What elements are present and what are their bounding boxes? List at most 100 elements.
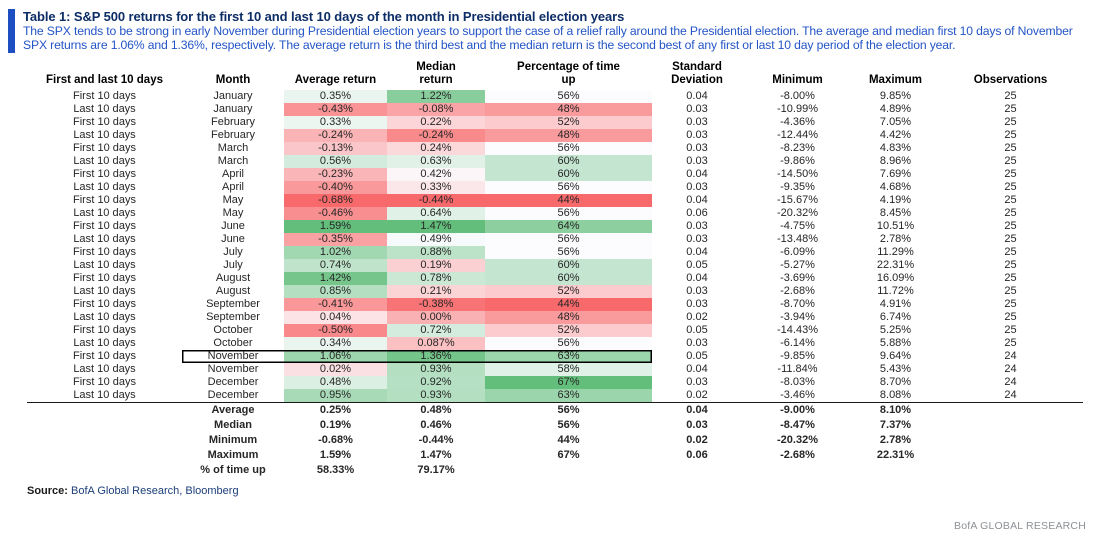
cell-observations: 25 xyxy=(1004,297,1017,310)
cell-maximum: 9.85% xyxy=(879,89,912,102)
cell-period xyxy=(27,433,182,448)
cell-minimum: -8.03% xyxy=(780,375,815,388)
cell-month: November xyxy=(182,350,284,363)
cell-month: April xyxy=(221,180,244,193)
cell-avg-return: -0.46% xyxy=(284,206,387,220)
cell-std-dev: 0.06 xyxy=(686,206,708,219)
table-row: Last 10 days December 0.95% 0.93% 63% 0.02 -3.… xyxy=(27,388,1083,402)
cell-avg-return: -0.13% xyxy=(284,141,387,155)
cell-median-return: 0.93% xyxy=(387,362,485,376)
cell-minimum: -14.43% xyxy=(777,323,818,336)
table-row: Last 10 days August 0.85% 0.21% 52% 0.03 -2.68… xyxy=(27,284,1083,298)
cell-period: Last 10 days xyxy=(73,102,136,115)
cell-std-dev: 0.03 xyxy=(686,375,708,388)
cell-pct-time-up: 56% xyxy=(485,245,652,259)
table-title: Table 1: S&P 500 returns for the first 1… xyxy=(23,9,625,24)
cell-pct-time-up: 64% xyxy=(485,219,652,233)
cell-minimum: -10.99% xyxy=(777,102,818,115)
cell-observations xyxy=(938,401,1083,418)
cell-period: First 10 days xyxy=(73,219,136,232)
cell-minimum: -3.69% xyxy=(780,271,815,284)
cell-median-return: -0.38% xyxy=(387,297,485,311)
cell-maximum: 4.68% xyxy=(879,180,912,193)
cell-observations: 24 xyxy=(1004,388,1017,401)
cell-median-return: 0.88% xyxy=(387,245,485,259)
cell-pct-time-up: 56% xyxy=(485,206,652,220)
cell-observations: 25 xyxy=(1004,284,1017,297)
cell-std-dev: 0.03 xyxy=(686,297,708,310)
cell-maximum: 22.31% xyxy=(876,258,915,271)
cell-pct-time-up: 56% xyxy=(485,89,652,103)
cell-maximum: 16.09% xyxy=(876,271,915,284)
cell-observations xyxy=(938,463,1083,478)
cell-maximum: 10.51% xyxy=(876,219,915,232)
cell-pct-time-up: 48% xyxy=(485,128,652,142)
cell-std-dev: 0.04 xyxy=(652,401,742,418)
cell-period xyxy=(27,448,182,463)
table-row: First 10 days January 0.35% 1.22% 56% 0.04 -8.… xyxy=(27,89,1083,103)
cell-maximum: 7.69% xyxy=(879,167,912,180)
cell-pct-time-up: 60% xyxy=(485,258,652,272)
cell-period: Last 10 days xyxy=(73,180,136,193)
cell-minimum: -15.67% xyxy=(777,193,818,206)
summary-row: % of time up 58.33% 79.17% xyxy=(27,463,1083,478)
cell-minimum: -9.35% xyxy=(780,180,815,193)
cell-median-return: 0.22% xyxy=(387,115,485,129)
cell-std-dev: 0.03 xyxy=(686,102,708,115)
cell-month: February xyxy=(210,115,256,128)
cell-observations: 25 xyxy=(1004,258,1017,271)
column-header-pct-time-up: Percentage of time up xyxy=(517,60,620,86)
cell-avg-return: -0.41% xyxy=(284,297,387,311)
cell-period: Last 10 days xyxy=(73,154,136,167)
returns-table: First and last 10 days Month Average retur… xyxy=(27,61,1083,478)
cell-period: First 10 days xyxy=(73,245,136,258)
column-header-std-dev: Standard Deviation xyxy=(671,60,723,86)
cell-minimum: -8.47% xyxy=(780,418,815,431)
cell-month: June xyxy=(221,232,245,245)
cell-median-return: 0.49% xyxy=(387,232,485,246)
table-row: Last 10 days July 0.74% 0.19% 60% 0.05 -5.27% 2… xyxy=(27,258,1083,272)
cell-maximum: 8.45% xyxy=(879,206,912,219)
cell-avg-return: 1.06% xyxy=(284,349,387,363)
cell-std-dev: 0.04 xyxy=(686,245,708,258)
cell-std-dev: 0.04 xyxy=(686,167,708,180)
cell-observations: 25 xyxy=(1004,310,1017,323)
cell-median-return: 0.24% xyxy=(387,141,485,155)
cell-pct-time-up: 52% xyxy=(485,115,652,129)
cell-period xyxy=(27,463,182,478)
cell-pct-time-up: 44% xyxy=(485,297,652,311)
cell-pct-time-up: 60% xyxy=(485,167,652,181)
cell-observations: 25 xyxy=(1004,89,1017,102)
cell-std-dev: 0.03 xyxy=(686,141,708,154)
cell-median-return: 1.47% xyxy=(387,219,485,233)
cell-pct-time-up: 56% xyxy=(485,232,652,246)
cell-pct-time-up: 52% xyxy=(485,284,652,298)
summary-row: Median 0.19% 0.46% 56% 0.03 -8.47% 7.37% xyxy=(27,418,1083,433)
cell-period: Last 10 days xyxy=(73,336,136,349)
cell-minimum: -6.14% xyxy=(780,336,815,349)
cell-month: January xyxy=(213,102,253,115)
cell-month: July xyxy=(223,258,243,271)
cell-avg-return: -0.68% xyxy=(318,433,353,446)
cell-pct-time-up: 44% xyxy=(557,433,580,446)
table-row: First 10 days April -0.23% 0.42% 60% 0.04 -14.… xyxy=(27,167,1083,181)
source-text: BofA Global Research, Bloomberg xyxy=(67,484,239,497)
column-header-period: First and last 10 days xyxy=(46,73,163,86)
cell-pct-time-up: 56% xyxy=(485,141,652,155)
cell-avg-return: 0.04% xyxy=(284,310,387,324)
cell-median-return: 0.93% xyxy=(387,388,485,402)
cell-std-dev: 0.03 xyxy=(686,180,708,193)
cell-period: First 10 days xyxy=(73,349,136,362)
cell-month: July xyxy=(223,245,243,258)
cell-maximum: 8.10% xyxy=(853,401,938,418)
cell-median-return: 0.92% xyxy=(387,375,485,389)
cell-minimum: -20.32% xyxy=(777,433,818,446)
table-row: First 10 days October -0.50% 0.72% 52% 0.05 -1… xyxy=(27,323,1083,337)
cell-month: January xyxy=(213,89,253,102)
cell-maximum: 2.78% xyxy=(879,433,912,446)
cell-period: First 10 days xyxy=(73,375,136,388)
cell-avg-return: 1.42% xyxy=(284,271,387,285)
cell-observations: 25 xyxy=(1004,271,1017,284)
cell-std-dev: 0.03 xyxy=(686,336,708,349)
cell-month: % of time up xyxy=(200,463,266,476)
